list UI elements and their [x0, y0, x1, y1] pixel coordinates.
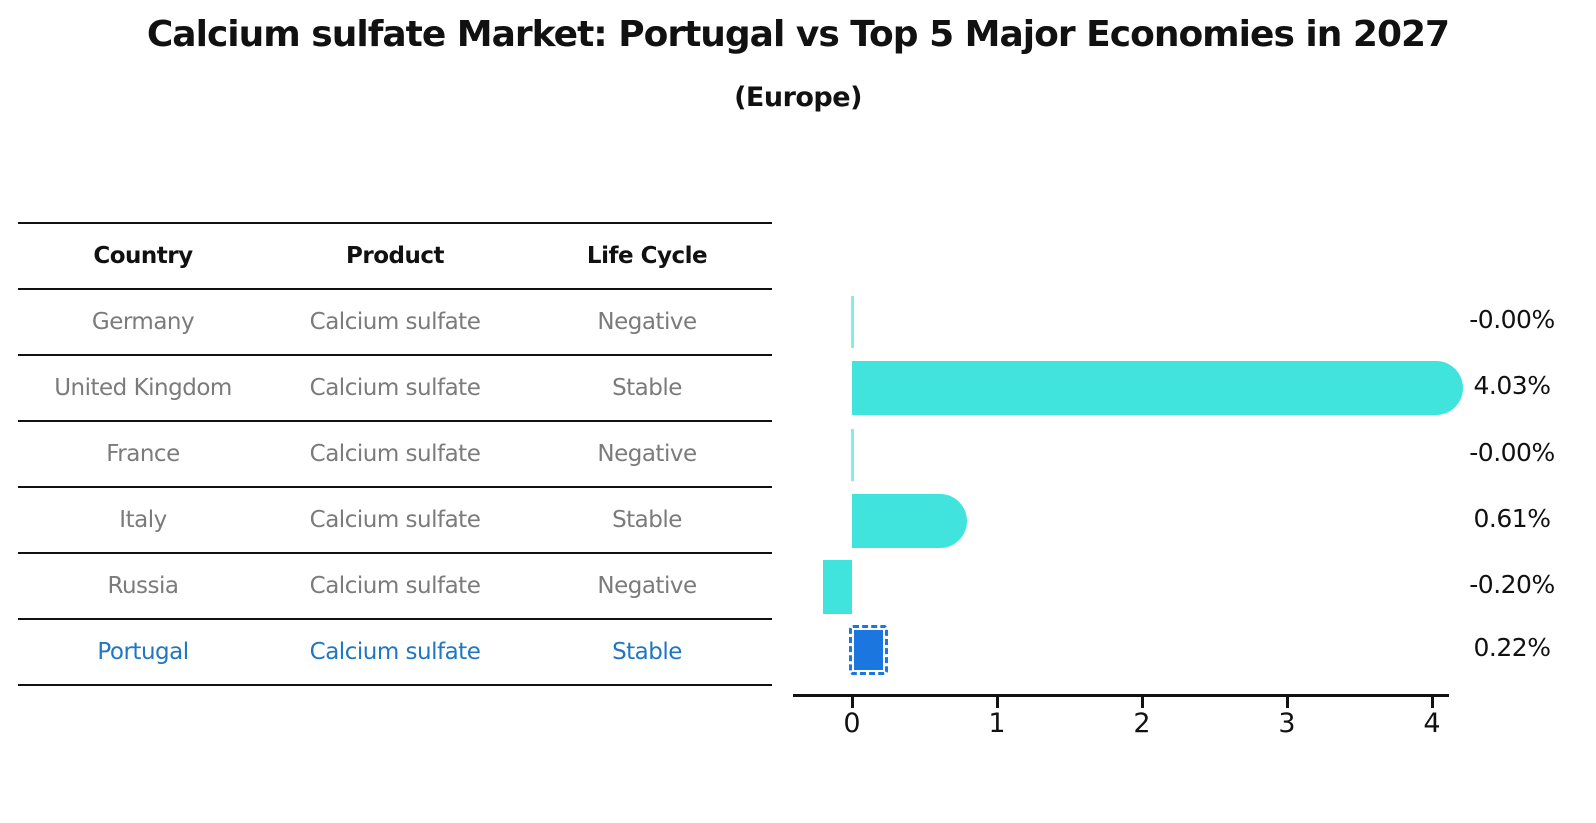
cell-life-cycle: Negative: [597, 573, 697, 599]
value-label-italy: 0.61%: [1473, 504, 1551, 533]
x-axis-tick: [851, 697, 854, 708]
cell-country: France: [106, 441, 180, 467]
cell-product: Calcium sulfate: [309, 639, 481, 665]
x-axis-tick-label: 0: [843, 708, 861, 739]
x-axis-tick-label: 3: [1278, 708, 1296, 739]
summary-table: Country Product Life Cycle Germany Calci…: [18, 222, 772, 686]
cell-country: Portugal: [97, 639, 189, 665]
table-row: Italy Calcium sulfate Stable: [18, 488, 772, 554]
x-axis-tick: [996, 697, 999, 708]
cell-country: United Kingdom: [54, 375, 232, 401]
value-label-portugal: 0.22%: [1473, 633, 1551, 662]
bar-italy: [852, 494, 968, 548]
cell-life-cycle: Negative: [597, 309, 697, 335]
table-row: France Calcium sulfate Negative: [18, 422, 772, 488]
value-label-united-kingdom: 4.03%: [1473, 371, 1551, 400]
cell-product: Calcium sulfate: [309, 375, 481, 401]
bar-russia: [823, 560, 852, 614]
bar-united-kingdom: [852, 361, 1464, 415]
cell-product: Calcium sulfate: [309, 507, 481, 533]
x-axis-tick-label: 1: [988, 708, 1006, 739]
table-header-row: Country Product Life Cycle: [18, 224, 772, 290]
chart-subtitle: (Europe): [734, 82, 862, 113]
table-row: Germany Calcium sulfate Negative: [18, 290, 772, 356]
table-header-country: Country: [93, 243, 193, 269]
x-axis-tick: [1141, 697, 1144, 708]
x-axis-tick-label: 4: [1423, 708, 1441, 739]
x-axis-tick-label: 2: [1133, 708, 1151, 739]
bar-france: [851, 429, 854, 481]
bar-germany: [851, 296, 854, 348]
value-label-france: -0.00%: [1469, 438, 1555, 467]
table-row: United Kingdom Calcium sulfate Stable: [18, 356, 772, 422]
x-axis-tick: [1431, 697, 1434, 708]
cell-life-cycle: Stable: [612, 375, 682, 401]
table-header-life-cycle: Life Cycle: [586, 243, 708, 269]
table-header-product: Product: [346, 243, 444, 269]
x-axis-line: [793, 694, 1449, 697]
cell-life-cycle: Stable: [612, 507, 682, 533]
cell-life-cycle: Stable: [612, 639, 682, 665]
cell-country: Italy: [119, 507, 167, 533]
cell-product: Calcium sulfate: [309, 573, 481, 599]
cell-country: Russia: [107, 573, 179, 599]
x-axis-tick: [1286, 697, 1289, 708]
cell-product: Calcium sulfate: [309, 441, 481, 467]
table-row: Russia Calcium sulfate Negative: [18, 554, 772, 620]
chart-title: Calcium sulfate Market: Portugal vs Top …: [146, 14, 1450, 55]
bar-portugal: [849, 625, 888, 675]
cell-life-cycle: Negative: [597, 441, 697, 467]
cell-country: Germany: [91, 309, 195, 335]
cell-product: Calcium sulfate: [309, 309, 481, 335]
value-label-germany: -0.00%: [1469, 305, 1555, 334]
table-row-portugal: Portugal Calcium sulfate Stable: [18, 620, 772, 686]
value-label-russia: -0.20%: [1469, 570, 1555, 599]
